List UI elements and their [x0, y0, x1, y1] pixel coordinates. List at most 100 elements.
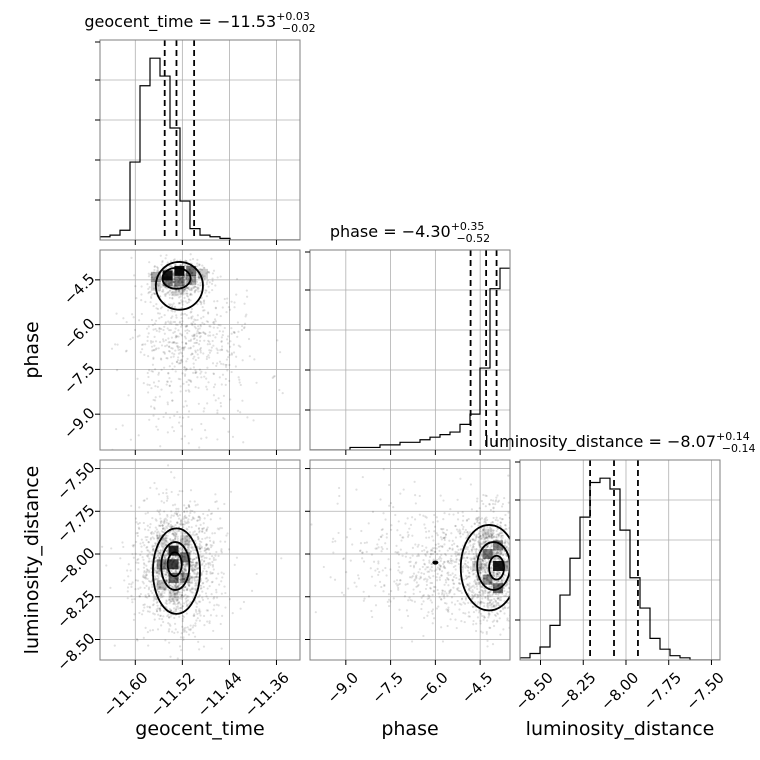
scatter-point [153, 399, 157, 402]
scatter-point [191, 352, 194, 356]
scatter-point [396, 584, 399, 587]
scatter-point [460, 597, 464, 600]
scatter-point [157, 373, 160, 376]
scatter-point [481, 558, 484, 562]
scatter-point [439, 536, 443, 539]
scatter-point [492, 544, 495, 547]
scatter-point [459, 535, 462, 538]
scatter-point [523, 622, 525, 624]
scatter-point [196, 353, 199, 356]
histogram-panel-phase: phase = −4.30+0.35 −0.52 [305, 220, 511, 455]
scatter-point [516, 559, 518, 561]
scatter-point [495, 550, 498, 553]
scatter-point [473, 522, 476, 525]
scatter-point [198, 594, 201, 597]
scatter-point [176, 591, 179, 594]
scatter-point [174, 594, 177, 597]
scatter-point [515, 570, 517, 572]
scatter-point [511, 576, 513, 578]
scatter-point [192, 631, 195, 634]
scatter-point [333, 578, 337, 581]
scatter-point [478, 611, 481, 614]
scatter-point [167, 371, 170, 375]
scatter-point [469, 539, 472, 542]
scatter-point [138, 611, 141, 615]
scatter-point [513, 560, 515, 562]
scatter-point [169, 264, 172, 268]
scatter-point [173, 610, 176, 613]
scatter-point [184, 565, 187, 568]
scatter-point [181, 537, 184, 540]
scatter-point [180, 281, 183, 284]
density-cell [180, 552, 191, 563]
scatter-point [200, 556, 203, 559]
scatter-point [222, 394, 226, 397]
scatter-point [229, 345, 232, 348]
scatter-point [217, 554, 220, 557]
scatter-point [160, 327, 163, 331]
scatter-point [190, 566, 193, 570]
scatter-point [193, 530, 196, 533]
scatter-point [205, 572, 208, 576]
scatter-point [180, 573, 183, 576]
scatter-point [156, 604, 159, 607]
scatter-point [196, 572, 199, 575]
scatter-point [482, 618, 485, 622]
scatter-point [170, 569, 173, 573]
scatter-point [488, 599, 491, 602]
scatter-point [152, 532, 155, 535]
scatter-point [194, 582, 197, 585]
scatter-point [121, 541, 124, 544]
density-cell [168, 559, 179, 570]
scatter-point [152, 596, 155, 599]
scatter-point [484, 494, 487, 497]
scatter-point [237, 330, 240, 333]
scatter-point [511, 641, 513, 643]
scatter-point [395, 582, 398, 585]
scatter-point [227, 356, 230, 359]
scatter-point [176, 323, 179, 326]
scatter-point [201, 321, 204, 325]
scatter-point [355, 585, 358, 588]
scatter-point [512, 528, 514, 530]
scatter-point [474, 582, 477, 585]
scatter-point [486, 544, 490, 548]
scatter-point [462, 556, 465, 559]
scatter-point [185, 380, 188, 384]
scatter-point [147, 594, 151, 598]
scatter-point [501, 534, 505, 537]
scatter-point [329, 576, 332, 579]
scatter-point [177, 280, 180, 283]
scatter-point [168, 628, 171, 631]
scatter-point [205, 436, 208, 439]
scatter-point [184, 280, 187, 284]
scatter-point [175, 571, 178, 574]
scatter-point [181, 341, 184, 344]
scatter-point [480, 564, 483, 568]
scatter-point [424, 515, 427, 518]
scatter-point [487, 611, 490, 615]
scatter-point [436, 533, 439, 537]
scatter-point [185, 286, 189, 289]
scatter-point [175, 599, 178, 602]
scatter-point [195, 605, 198, 608]
scatter-point [166, 550, 169, 553]
scatter-point [192, 624, 195, 627]
scatter-point [415, 561, 418, 564]
scatter-point [493, 545, 496, 548]
scatter-point [513, 540, 515, 542]
scatter-point [151, 516, 154, 520]
scatter-point [175, 512, 178, 515]
scatter-point [493, 548, 497, 552]
scatter-point [427, 594, 430, 597]
scatter-point [370, 609, 373, 613]
scatter-point [478, 543, 481, 547]
scatter-point [182, 615, 186, 619]
scatter-point [129, 338, 132, 341]
scatter-point [155, 571, 158, 575]
scatter-point [490, 585, 494, 588]
scatter-point [192, 280, 195, 284]
scatter-point [197, 536, 200, 539]
scatter-point [406, 614, 410, 618]
scatter-point [155, 609, 159, 613]
